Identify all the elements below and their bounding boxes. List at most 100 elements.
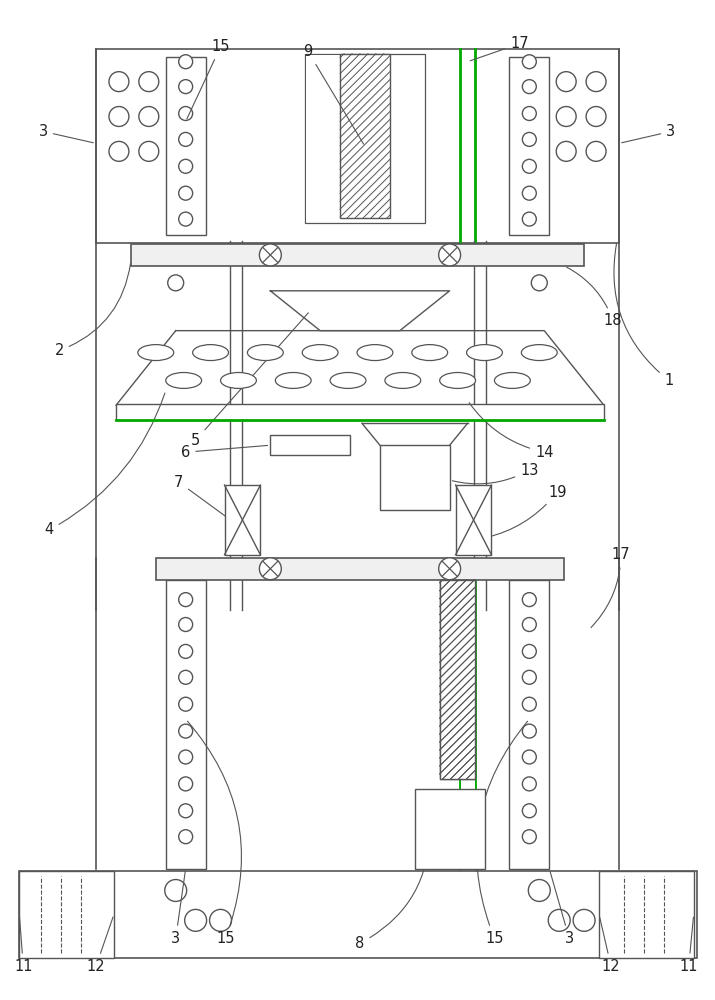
Circle shape (556, 141, 576, 161)
Circle shape (179, 670, 192, 684)
Circle shape (179, 159, 192, 173)
Bar (116, 404, 604, 420)
Text: 13: 13 (453, 463, 538, 484)
Circle shape (109, 72, 129, 92)
Bar (166, 57, 206, 235)
Circle shape (179, 750, 192, 764)
Circle shape (179, 618, 192, 631)
Circle shape (209, 909, 232, 931)
Text: 2: 2 (54, 264, 130, 358)
Circle shape (179, 777, 192, 791)
Circle shape (109, 107, 129, 126)
Text: 15: 15 (187, 39, 230, 119)
Circle shape (179, 107, 192, 120)
Circle shape (139, 107, 159, 126)
Text: 15: 15 (187, 721, 242, 946)
Bar (225, 485, 260, 555)
Bar (340, 54, 390, 218)
Circle shape (523, 697, 536, 711)
Text: 3: 3 (39, 124, 94, 143)
Circle shape (523, 212, 536, 226)
Circle shape (139, 141, 159, 161)
Bar (305, 54, 425, 223)
Polygon shape (116, 331, 604, 405)
Text: 12: 12 (600, 917, 621, 974)
Circle shape (528, 880, 551, 901)
Circle shape (179, 55, 192, 69)
Circle shape (179, 697, 192, 711)
Bar (509, 57, 549, 235)
Bar (19, 871, 696, 958)
Circle shape (573, 909, 595, 931)
Text: 14: 14 (469, 403, 553, 460)
Circle shape (556, 107, 576, 126)
Ellipse shape (247, 345, 283, 361)
Text: 9: 9 (304, 44, 363, 144)
Circle shape (439, 244, 460, 266)
Circle shape (523, 618, 536, 631)
Text: 15: 15 (477, 721, 528, 946)
Circle shape (523, 80, 536, 94)
Ellipse shape (166, 372, 202, 388)
Ellipse shape (275, 372, 311, 388)
Circle shape (179, 804, 192, 818)
Circle shape (523, 132, 536, 146)
Text: 3: 3 (550, 871, 573, 946)
Ellipse shape (330, 372, 366, 388)
Circle shape (523, 159, 536, 173)
Circle shape (179, 724, 192, 738)
Circle shape (523, 186, 536, 200)
Circle shape (179, 186, 192, 200)
Bar (599, 871, 694, 958)
Ellipse shape (440, 372, 475, 388)
Bar (19, 871, 114, 958)
Circle shape (523, 777, 536, 791)
Text: 6: 6 (181, 445, 267, 460)
Text: 3: 3 (621, 124, 676, 143)
Text: 8: 8 (355, 831, 430, 951)
Ellipse shape (192, 345, 229, 361)
Ellipse shape (467, 345, 503, 361)
Text: 4: 4 (44, 393, 165, 537)
Circle shape (523, 804, 536, 818)
Circle shape (109, 141, 129, 161)
Circle shape (179, 593, 192, 607)
Text: 17: 17 (470, 36, 528, 61)
Circle shape (523, 724, 536, 738)
Text: 7: 7 (174, 475, 228, 518)
Circle shape (260, 558, 281, 580)
Ellipse shape (220, 372, 257, 388)
Text: 11: 11 (679, 917, 698, 974)
Circle shape (179, 830, 192, 844)
Text: 3: 3 (171, 871, 185, 946)
Circle shape (523, 830, 536, 844)
Circle shape (168, 275, 184, 291)
Circle shape (179, 80, 192, 94)
Text: 5: 5 (191, 313, 308, 448)
Polygon shape (270, 291, 450, 331)
Text: 12: 12 (87, 917, 113, 974)
Ellipse shape (357, 345, 393, 361)
Ellipse shape (302, 345, 338, 361)
Ellipse shape (138, 345, 174, 361)
Text: 11: 11 (14, 917, 33, 974)
Circle shape (523, 107, 536, 120)
Bar (166, 580, 206, 869)
Bar (440, 580, 475, 779)
Circle shape (523, 644, 536, 658)
Bar (131, 244, 584, 266)
Ellipse shape (521, 345, 557, 361)
Circle shape (139, 72, 159, 92)
Bar (380, 445, 450, 510)
Circle shape (556, 72, 576, 92)
Circle shape (586, 141, 606, 161)
Ellipse shape (495, 372, 531, 388)
Bar (96, 49, 619, 243)
Bar (509, 580, 549, 869)
Circle shape (184, 909, 207, 931)
Circle shape (531, 275, 547, 291)
Bar (415, 789, 485, 869)
Text: 19: 19 (476, 485, 566, 539)
Circle shape (548, 909, 570, 931)
Bar (270, 435, 350, 455)
